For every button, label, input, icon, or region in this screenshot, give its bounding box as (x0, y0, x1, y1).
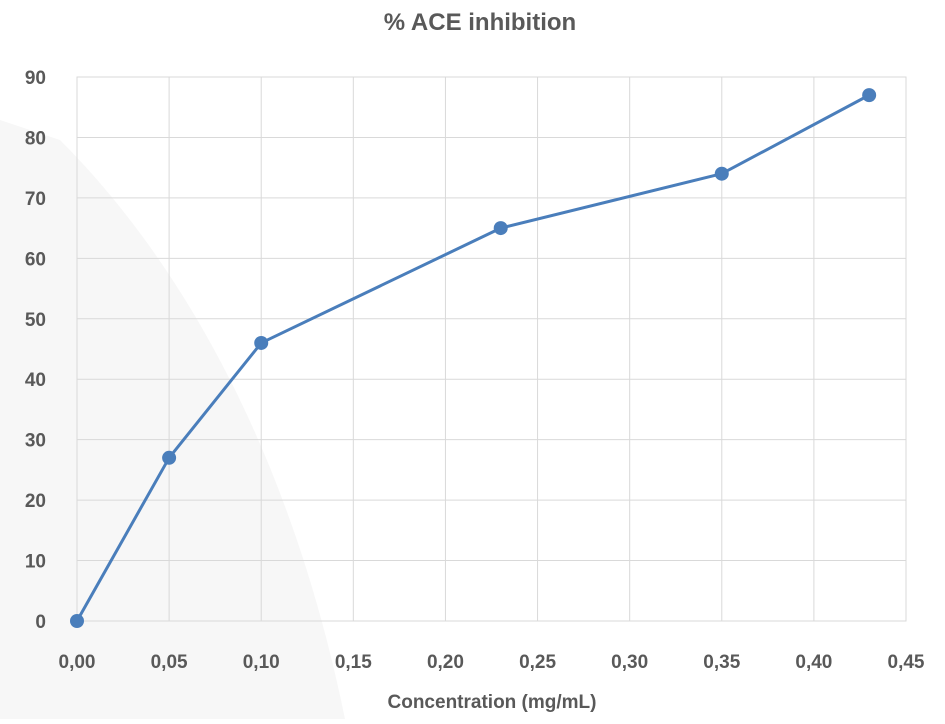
data-point[interactable] (162, 450, 177, 465)
series-line (75, 93, 870, 622)
y-tick-label: 40 (25, 370, 46, 391)
y-tick-label: 20 (25, 491, 46, 512)
x-tick-label: 0,05 (151, 652, 188, 673)
y-tick-label: 30 (25, 431, 46, 452)
y-tick-label: 80 (25, 128, 46, 149)
x-tick-label: 0,35 (703, 652, 740, 673)
y-tick-label: 10 (25, 552, 46, 573)
data-point[interactable] (254, 335, 269, 350)
data-point[interactable] (70, 614, 84, 628)
y-axis-tick-labels: 0 10 20 30 40 50 60 70 80 90 (25, 68, 46, 633)
data-point[interactable] (862, 88, 877, 103)
data-point[interactable] (714, 166, 729, 181)
y-tick-label: 50 (25, 310, 46, 331)
y-tick-label: 0 (35, 612, 46, 633)
x-tick-label: 0,30 (611, 652, 648, 673)
plot-area-border (76, 76, 907, 622)
x-tick-label: 0,40 (795, 652, 832, 673)
y-tick-label: 90 (25, 68, 46, 89)
x-tick-label: 0,00 (59, 652, 96, 673)
y-tick-label: 70 (25, 189, 46, 210)
series-1 (70, 88, 877, 628)
x-tick-label: 0,15 (335, 652, 372, 673)
x-tick-label: 0,45 (888, 652, 925, 673)
background-watermark (0, 120, 345, 719)
x-axis-tick-labels: 0,00 0,05 0,10 0,15 0,20 0,25 0,30 0,35 0,40 0,45 (59, 652, 925, 673)
x-axis-title: Concentration (mg/mL) (388, 692, 597, 713)
x-tick-label: 0,25 (519, 652, 556, 673)
y-tick-label: 60 (25, 249, 46, 270)
x-tick-label: 0,10 (243, 652, 280, 673)
data-point[interactable] (493, 221, 508, 236)
x-tick-label: 0,20 (427, 652, 464, 673)
chart-title: % ACE inhibition (384, 9, 576, 36)
